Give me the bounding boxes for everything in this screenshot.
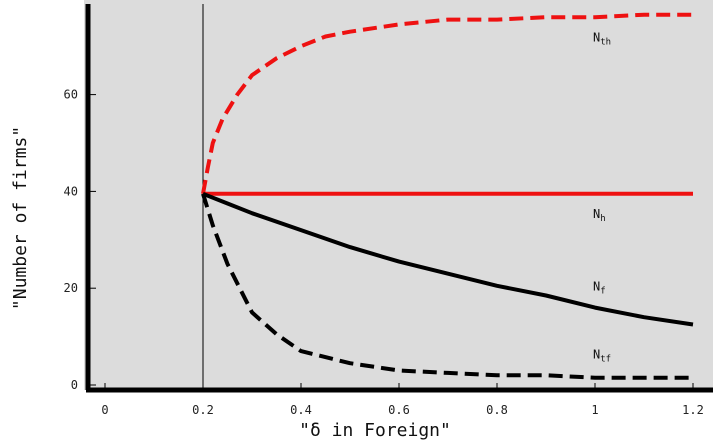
y-tick-label: 0 <box>71 378 78 392</box>
y-axis-title: "Number of firms" <box>10 126 31 310</box>
x-tick-label: 1.2 <box>682 403 704 417</box>
x-axis-title: "δ in Foreign" <box>299 420 451 441</box>
series-line-Nf <box>202 191 694 327</box>
x-tick-label: 1 <box>591 403 598 417</box>
series-label-Nh: Nh <box>593 207 606 224</box>
series-line-Nth <box>201 12 693 195</box>
x-tick-label: 0.4 <box>290 403 312 417</box>
y-tick-label: 40 <box>64 184 78 198</box>
x-tick-label: 0 <box>101 403 108 417</box>
x-tick-label: 0.6 <box>388 403 410 417</box>
y-tick-label: 20 <box>64 281 78 295</box>
x-tick-label: 0.2 <box>192 403 214 417</box>
series-label-Nf: Nf <box>593 280 606 297</box>
x-tick-label: 0.8 <box>486 403 508 417</box>
series-label-Ntf: Ntf <box>593 347 611 364</box>
series-label-Nth: Nth <box>593 30 611 47</box>
y-tick-label: 60 <box>64 88 78 102</box>
